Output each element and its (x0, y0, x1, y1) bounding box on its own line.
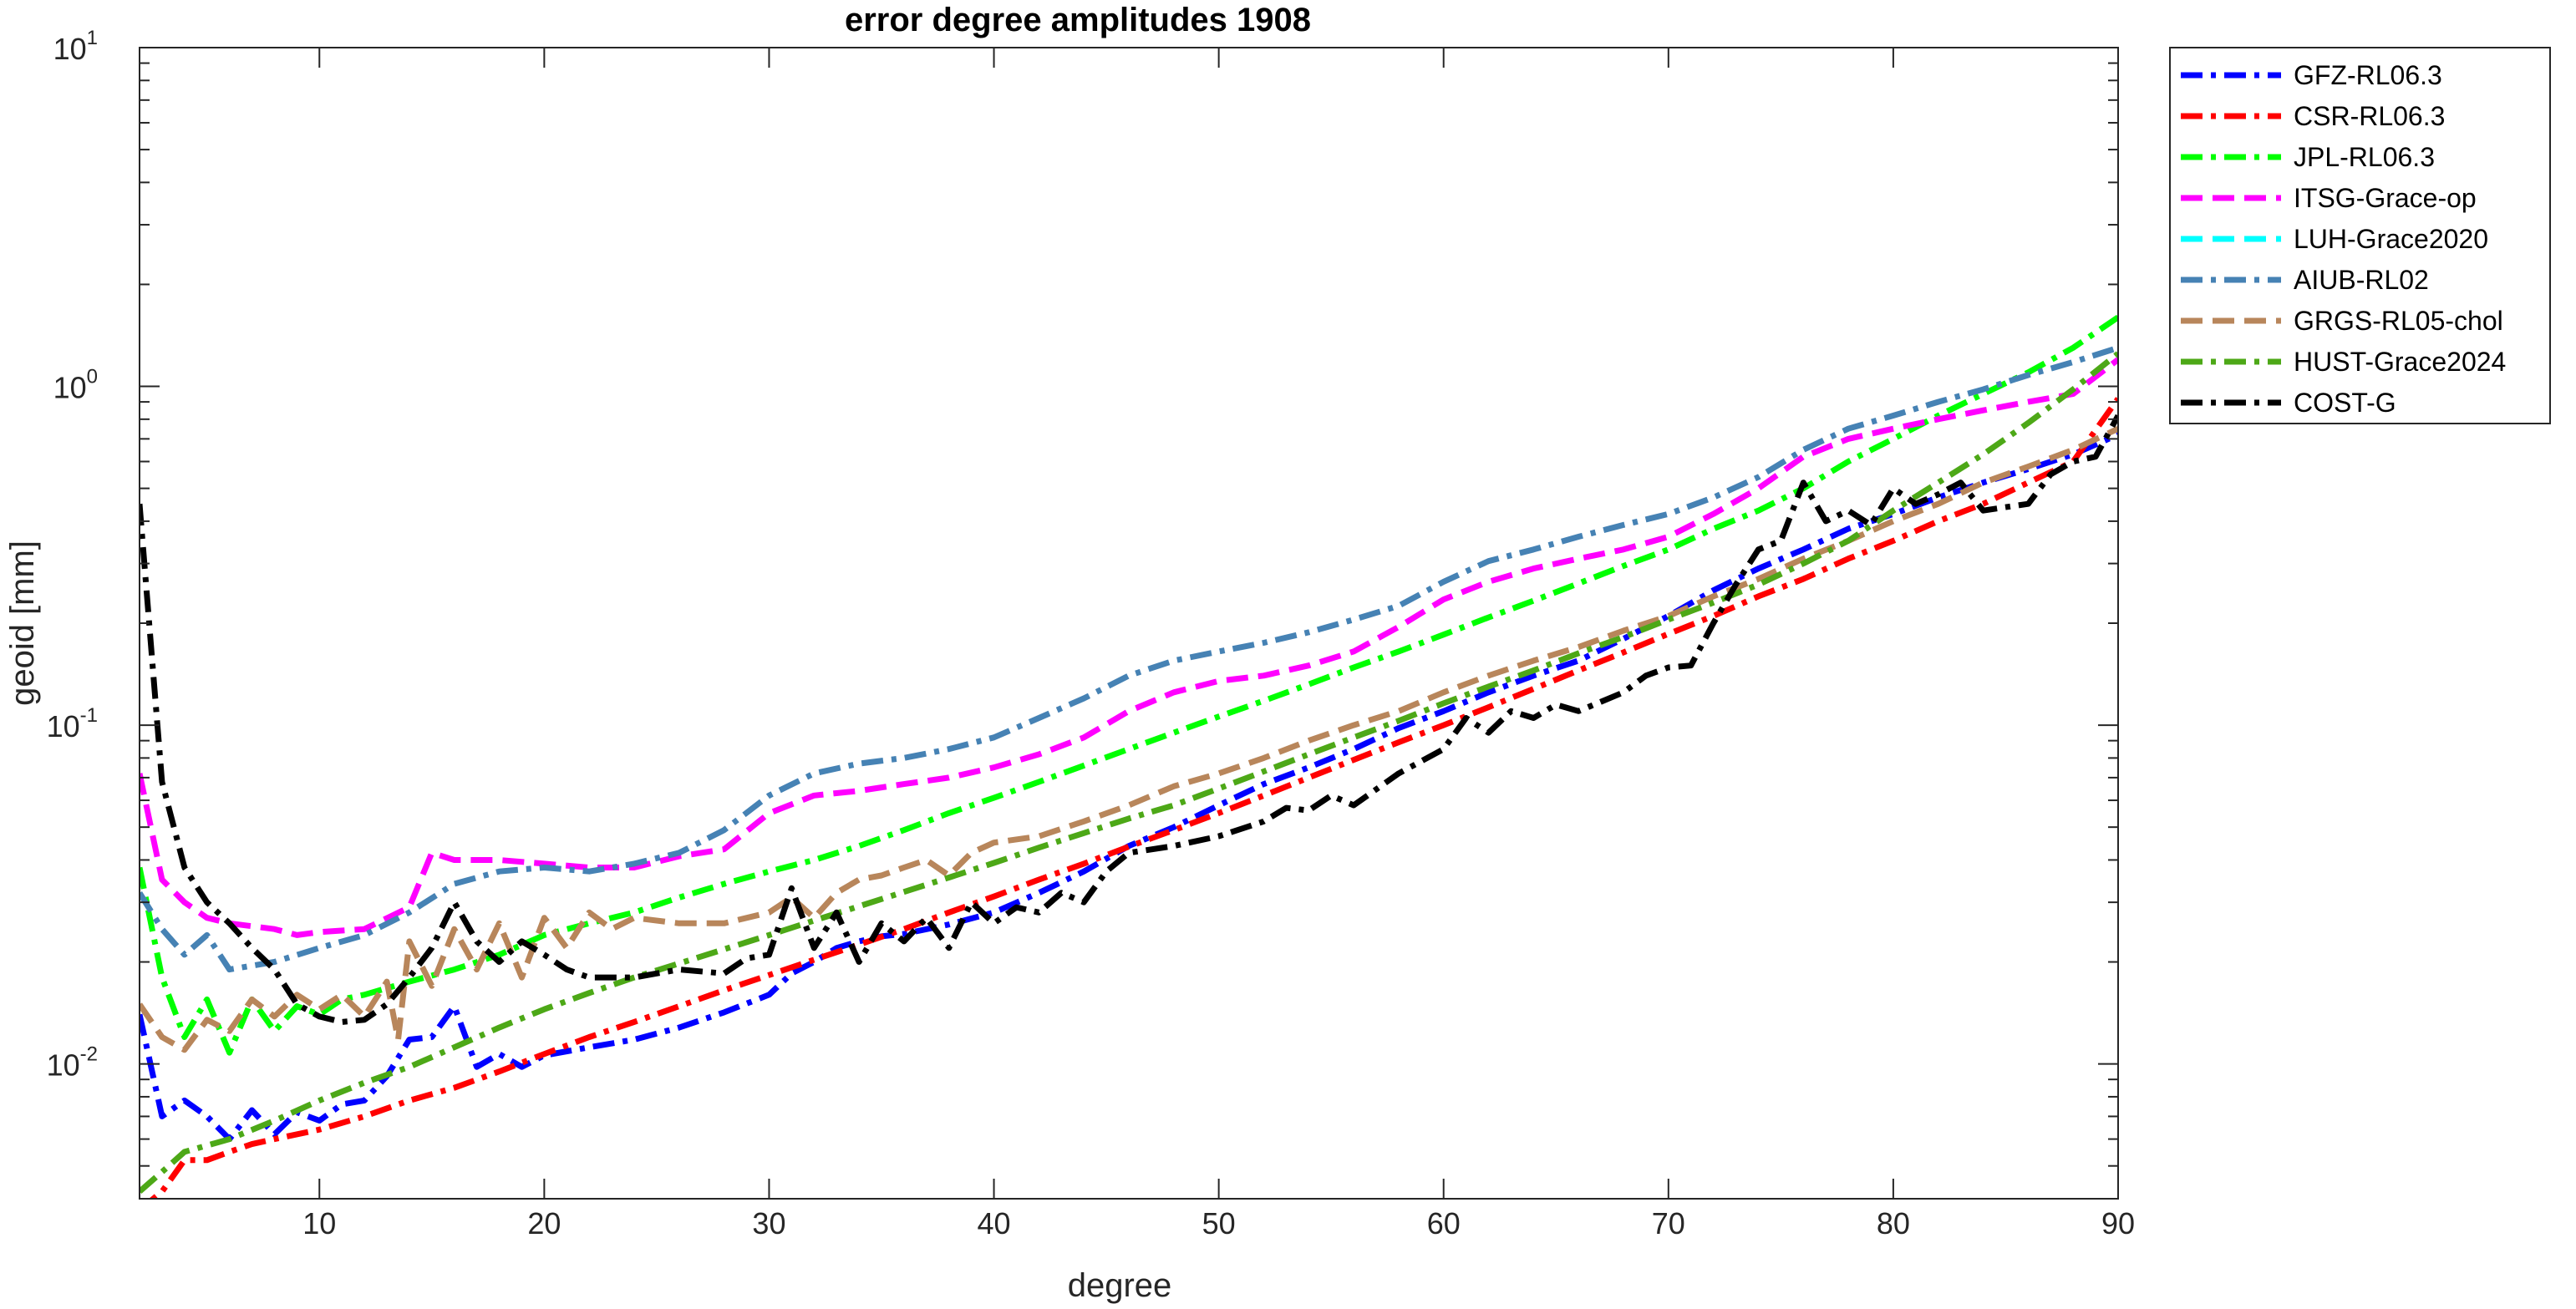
legend-items: GFZ-RL06.3 CSR-RL06.3 JPL-RL06.3 ITSG-Grace… (2181, 60, 2506, 418)
legend-entry: ITSG-Grace-op (2294, 183, 2477, 213)
series-line-jpl-rl06-3 (140, 314, 2118, 1056)
chart-title: error degree amplitudes 1908 (845, 2, 1311, 38)
y-tick-label: 10-2 (47, 1043, 98, 1083)
legend-entry: HUST-Grace2024 (2294, 347, 2506, 377)
y-tick-label: 100 (53, 366, 98, 405)
plot-area (140, 314, 2118, 1199)
y-tick-label: 101 (53, 27, 98, 66)
legend: GFZ-RL06.3 CSR-RL06.3 JPL-RL06.3 ITSG-Grace… (2169, 47, 2551, 424)
legend-entry: GRGS-RL05-chol (2294, 306, 2503, 336)
series-line-csr-rl06-3 (149, 397, 2118, 1199)
x-tick-label: 70 (1652, 1206, 1685, 1241)
legend-entry: LUH-Grace2020 (2294, 224, 2488, 254)
series-line-hust-grace2024 (140, 351, 2118, 1195)
legend-entry: JPL-RL06.3 (2294, 142, 2435, 172)
legend-entry: COST-G (2294, 388, 2396, 418)
x-axis-label: degree (1068, 1267, 1172, 1304)
x-axis: 10 20 30 40 50 60 70 80 90 (302, 48, 2135, 1241)
legend-entry: GFZ-RL06.3 (2294, 60, 2442, 90)
x-tick-label: 50 (1202, 1206, 1236, 1241)
series-line-aiub-rl02 (140, 344, 2118, 973)
series-lines (140, 314, 2118, 1199)
x-tick-label: 30 (752, 1206, 785, 1241)
series-line-grgs-rl05-chol (140, 426, 2118, 1053)
x-tick-label: 90 (2101, 1206, 2135, 1241)
series-line-cost-g (140, 414, 2118, 1025)
series-line-itsg-grace-op (140, 357, 2118, 938)
y-tick-label: 10-1 (47, 704, 98, 743)
y-axis-label: geoid [mm] (4, 540, 41, 706)
x-tick-label: 10 (302, 1206, 336, 1241)
x-tick-label: 60 (1427, 1206, 1461, 1241)
x-tick-label: 20 (527, 1206, 561, 1241)
x-tick-label: 40 (978, 1206, 1011, 1241)
x-tick-label: 80 (1877, 1206, 1910, 1241)
legend-entry: CSR-RL06.3 (2294, 101, 2445, 131)
y-axis: 10-2 10-1 100 101 (47, 27, 2118, 1200)
legend-entry: AIUB-RL02 (2294, 265, 2429, 295)
